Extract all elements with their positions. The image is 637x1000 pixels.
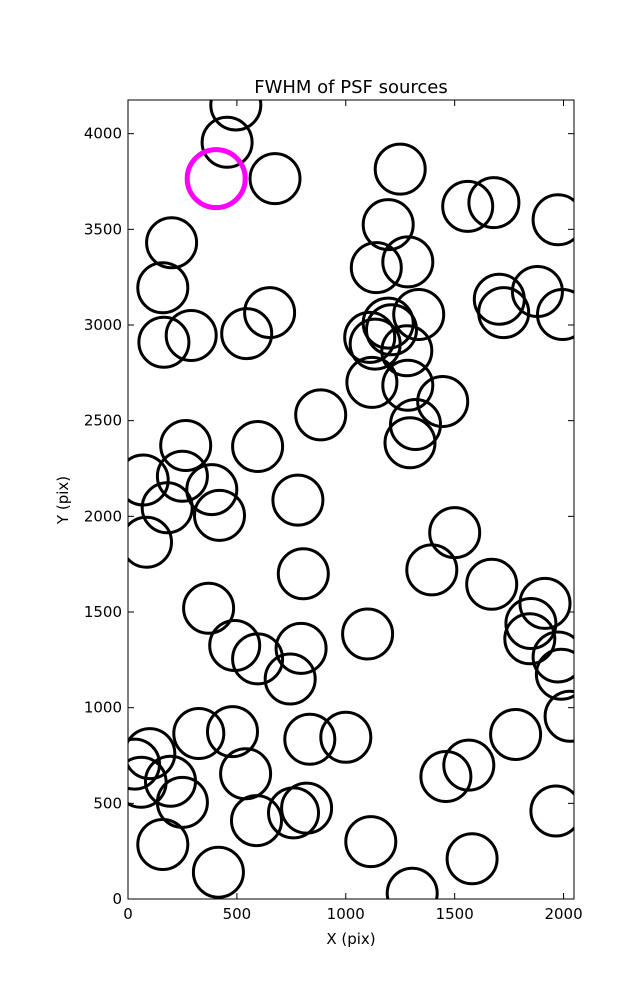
psf-source-circle: [373, 142, 427, 196]
x-tick-label: 500: [223, 905, 252, 923]
plot-frame: [127, 99, 575, 900]
psf-source-circle: [274, 621, 328, 675]
y-tick-label: 1500: [84, 603, 122, 621]
psf-source-circle: [416, 375, 470, 428]
psf-source-circle: [477, 286, 531, 340]
psf-source-circle: [405, 543, 459, 597]
psf-source-circle: [208, 619, 262, 672]
psf-source-circle: [536, 288, 574, 341]
y-tick-label: 2000: [84, 507, 122, 525]
psf-source-circle: [428, 506, 482, 560]
psf-source-circle: [185, 463, 239, 517]
psf-source-circle: [271, 473, 325, 527]
psf-source-circle: [392, 288, 446, 341]
y-tick-label: 3000: [84, 316, 122, 334]
psf-source-circle: [231, 420, 285, 473]
highlighted-source-circle: [184, 147, 248, 211]
psf-source-circle: [319, 710, 373, 764]
psf-source-circle: [182, 581, 236, 635]
psf-source-circle: [128, 727, 177, 781]
psf-source-circle: [200, 115, 254, 169]
psf-source-circle: [385, 866, 439, 899]
psf-source-circle: [361, 198, 415, 252]
psf-source-circle: [503, 612, 557, 666]
psf-source-circle: [465, 557, 519, 611]
y-tick-label: 0: [112, 890, 122, 908]
psf-source-circle: [155, 449, 209, 503]
psf-source-circle: [231, 632, 285, 686]
y-tick-label: 3500: [84, 220, 122, 238]
psf-source-circle: [140, 481, 194, 535]
psf-source-circle: [145, 216, 199, 270]
psf-source-circle: [267, 786, 320, 840]
psf-source-circle: [136, 261, 190, 315]
psf-source-circle: [380, 324, 434, 378]
psf-source-circle: [381, 235, 435, 289]
psf-source-circle: [263, 652, 317, 706]
psf-source-circle: [191, 845, 245, 899]
psf-source-circle: [349, 241, 403, 295]
y-tick-label: 2500: [84, 412, 122, 430]
psf-source-circle: [531, 193, 574, 247]
psf-source-circle: [442, 738, 496, 792]
x-tick-label: 1500: [436, 905, 474, 923]
psf-source-circle: [172, 707, 226, 760]
psf-source-circle: [531, 630, 574, 684]
psf-source-circle: [341, 607, 395, 661]
marks-layer: [128, 100, 574, 899]
psf-source-circle: [164, 309, 218, 362]
psf-source-circle: [343, 310, 397, 364]
psf-source-circle: [381, 358, 435, 412]
psf-source-circle: [159, 419, 213, 472]
x-axis-label: X (pix): [326, 930, 375, 948]
psf-source-circle: [276, 547, 330, 601]
y-tick-label: 4000: [84, 125, 122, 143]
psf-source-circle: [345, 355, 399, 409]
psf-source-circle: [529, 784, 574, 838]
x-tick-label: 2000: [544, 905, 582, 923]
psf-source-circle: [419, 750, 473, 803]
psf-source-circle: [206, 705, 259, 759]
psf-source-circle: [283, 712, 337, 766]
x-tick-label: 0: [123, 905, 133, 923]
psf-source-circle: [219, 747, 273, 801]
x-tick-label: 1000: [327, 905, 365, 923]
y-axis-label: Y (pix): [54, 476, 72, 525]
psf-source-circle: [445, 832, 499, 886]
psf-source-circle: [193, 488, 246, 542]
ticks-layer: 0 500 1000 1500 2000 0 500 1000 1500 2000 2500 3000…: [84, 100, 583, 923]
psf-source-circle: [489, 708, 543, 761]
psf-source-circle: [518, 576, 572, 630]
psf-source-circle: [534, 647, 574, 701]
psf-source-circle: [136, 818, 190, 871]
psf-source-circle: [543, 689, 574, 743]
psf-source-circle: [504, 597, 558, 650]
psf-source-circle: [230, 794, 283, 848]
psf-source-circle: [128, 515, 173, 569]
psf-source-circle: [348, 317, 402, 371]
psf-source-circle: [467, 176, 521, 230]
psf-source-circle: [209, 100, 263, 132]
psf-source-circle: [220, 307, 274, 361]
psf-source-circle: [365, 303, 418, 357]
y-tick-label: 500: [93, 794, 122, 812]
psf-source-circle: [137, 315, 191, 369]
psf-source-circle: [389, 398, 442, 451]
psf-source-circle: [441, 179, 495, 233]
chart-title: FWHM of PSF sources: [254, 77, 448, 98]
psf-source-circle: [344, 815, 398, 869]
psf-source-circle: [243, 286, 297, 340]
y-tick-label: 1000: [84, 699, 122, 717]
psf-source-circle: [383, 416, 437, 470]
psf-source-circle: [248, 152, 302, 206]
psf-source-circle: [294, 388, 348, 442]
